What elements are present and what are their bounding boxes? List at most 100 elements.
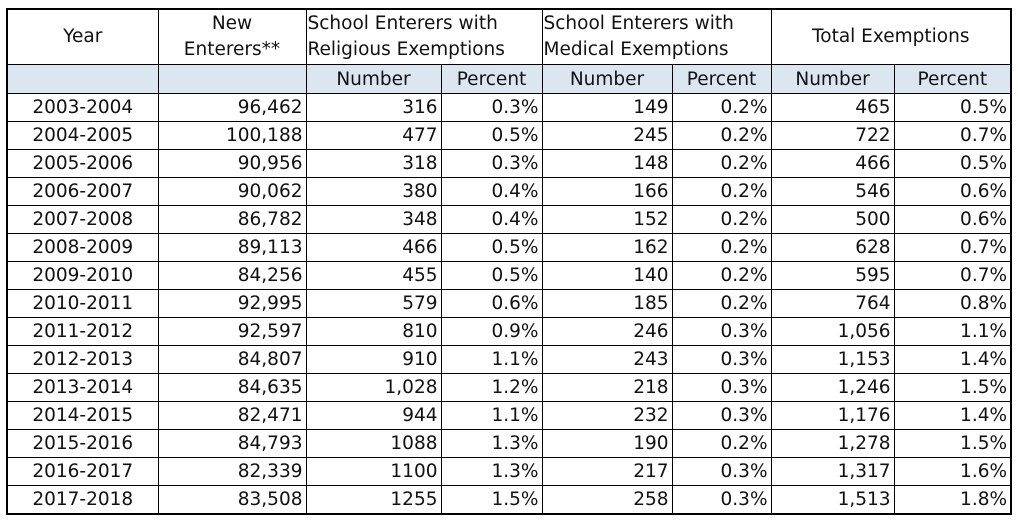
- table-body: Year New Enterers** School Enterers with R…: [6, 8, 1012, 515]
- value-cell: 579: [305, 289, 442, 318]
- value-cell: 628: [770, 233, 895, 262]
- value-cell: 0.2%: [671, 233, 772, 262]
- year-cell: 2006-2007: [6, 177, 159, 206]
- subheader-cell: Percent: [440, 64, 543, 94]
- value-cell: 152: [541, 205, 673, 234]
- value-cell: 0.3%: [671, 485, 772, 515]
- column-header: Year: [6, 8, 159, 65]
- value-cell: 1.5%: [893, 429, 1012, 458]
- value-cell: 84,256: [157, 261, 307, 290]
- value-cell: 0.3%: [671, 317, 772, 346]
- subheader-cell: Number: [305, 64, 442, 94]
- data-row: 2004-2005 100,188 477 0.5% 245 0.2% 722 0.7%: [6, 121, 1012, 150]
- empty-cell: [157, 64, 307, 94]
- value-cell: 92,597: [157, 317, 307, 346]
- value-cell: 546: [770, 177, 895, 206]
- value-cell: 0.7%: [893, 233, 1012, 262]
- data-row: 2011-2012 92,597 810 0.9% 246 0.3% 1,056 1.1%: [6, 317, 1012, 346]
- value-cell: 243: [541, 345, 673, 374]
- value-cell: 0.2%: [671, 121, 772, 150]
- column-header: Total Exemptions: [770, 8, 1012, 65]
- value-cell: 1255: [305, 485, 442, 515]
- value-cell: 0.3%: [440, 93, 543, 122]
- value-cell: 0.5%: [893, 149, 1012, 178]
- year-cell: 2004-2005: [6, 121, 159, 150]
- data-row: 2016-2017 82,339 1100 1.3% 217 0.3% 1,317 1.6%: [6, 457, 1012, 486]
- value-cell: 190: [541, 429, 673, 458]
- data-row: 2008-2009 89,113 466 0.5% 162 0.2% 628 0.7%: [6, 233, 1012, 262]
- year-cell: 2010-2011: [6, 289, 159, 318]
- value-cell: 140: [541, 261, 673, 290]
- data-row: 2006-2007 90,062 380 0.4% 166 0.2% 546 0.6%: [6, 177, 1012, 206]
- value-cell: 83,508: [157, 485, 307, 515]
- value-cell: 0.3%: [440, 149, 543, 178]
- value-cell: 185: [541, 289, 673, 318]
- value-cell: 0.9%: [440, 317, 543, 346]
- value-cell: 0.6%: [893, 205, 1012, 234]
- value-cell: 0.3%: [671, 401, 772, 430]
- value-cell: 1088: [305, 429, 442, 458]
- value-cell: 84,807: [157, 345, 307, 374]
- value-cell: 1100: [305, 457, 442, 486]
- subheader-cell: Percent: [671, 64, 772, 94]
- value-cell: 455: [305, 261, 442, 290]
- value-cell: 0.2%: [671, 149, 772, 178]
- year-cell: 2008-2009: [6, 233, 159, 262]
- value-cell: 1,056: [770, 317, 895, 346]
- year-cell: 2011-2012: [6, 317, 159, 346]
- year-cell: 2005-2006: [6, 149, 159, 178]
- value-cell: 0.5%: [440, 261, 543, 290]
- value-cell: 0.5%: [440, 121, 543, 150]
- year-cell: 2003-2004: [6, 93, 159, 122]
- value-cell: 0.4%: [440, 177, 543, 206]
- value-cell: 1,317: [770, 457, 895, 486]
- column-header: School Enterers with Religious Exemption…: [305, 8, 543, 65]
- subheader-row: Number Percent Number Percent Number Percent: [6, 64, 1012, 94]
- data-row: 2003-2004 96,462 316 0.3% 149 0.2% 465 0.5%: [6, 93, 1012, 122]
- value-cell: 86,782: [157, 205, 307, 234]
- value-cell: 348: [305, 205, 442, 234]
- value-cell: 0.5%: [893, 93, 1012, 122]
- value-cell: 1.1%: [893, 317, 1012, 346]
- value-cell: 0.6%: [440, 289, 543, 318]
- value-cell: 722: [770, 121, 895, 150]
- value-cell: 1,153: [770, 345, 895, 374]
- value-cell: 1.5%: [440, 485, 543, 515]
- data-row: 2012-2013 84,807 910 1.1% 243 0.3% 1,153 1.4%: [6, 345, 1012, 374]
- value-cell: 1.3%: [440, 457, 543, 486]
- value-cell: 96,462: [157, 93, 307, 122]
- value-cell: 0.2%: [671, 205, 772, 234]
- data-row: 2005-2006 90,956 318 0.3% 148 0.2% 466 0.5%: [6, 149, 1012, 178]
- value-cell: 258: [541, 485, 673, 515]
- value-cell: 246: [541, 317, 673, 346]
- year-cell: 2014-2015: [6, 401, 159, 430]
- value-cell: 0.2%: [671, 261, 772, 290]
- value-cell: 1.8%: [893, 485, 1012, 515]
- value-cell: 477: [305, 121, 442, 150]
- value-cell: 0.3%: [671, 345, 772, 374]
- value-cell: 910: [305, 345, 442, 374]
- value-cell: 217: [541, 457, 673, 486]
- value-cell: 1,176: [770, 401, 895, 430]
- subheader-cell: Number: [770, 64, 895, 94]
- value-cell: 149: [541, 93, 673, 122]
- value-cell: 82,471: [157, 401, 307, 430]
- value-cell: 84,635: [157, 373, 307, 402]
- year-cell: 2016-2017: [6, 457, 159, 486]
- value-cell: 1.1%: [440, 401, 543, 430]
- value-cell: 0.2%: [671, 429, 772, 458]
- value-cell: 0.6%: [893, 177, 1012, 206]
- value-cell: 1.5%: [893, 373, 1012, 402]
- value-cell: 90,956: [157, 149, 307, 178]
- value-cell: 0.4%: [440, 205, 543, 234]
- value-cell: 0.2%: [671, 93, 772, 122]
- value-cell: 764: [770, 289, 895, 318]
- data-row: 2014-2015 82,471 944 1.1% 232 0.3% 1,176 1.4%: [6, 401, 1012, 430]
- value-cell: 1.3%: [440, 429, 543, 458]
- exemptions-table: Year New Enterers** School Enterers with R…: [6, 8, 1013, 515]
- value-cell: 1,278: [770, 429, 895, 458]
- value-cell: 1,513: [770, 485, 895, 515]
- value-cell: 466: [770, 149, 895, 178]
- value-cell: 316: [305, 93, 442, 122]
